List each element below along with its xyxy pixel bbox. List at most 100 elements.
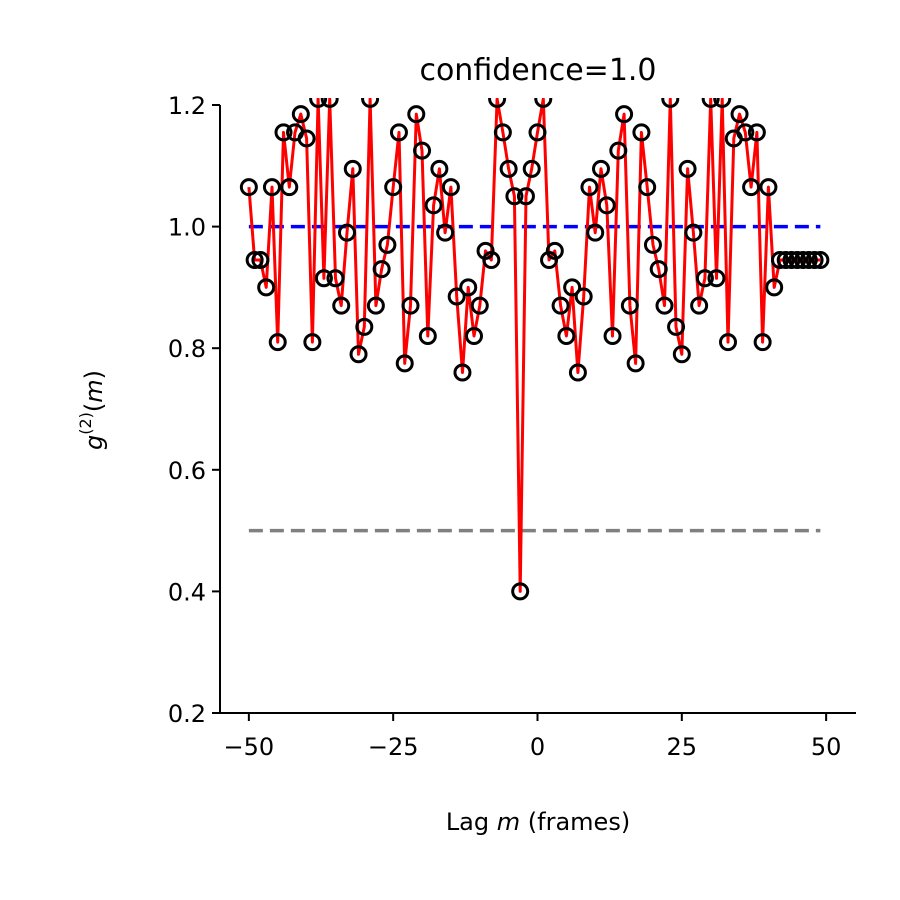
data-point [257,278,276,297]
data-point [418,327,437,346]
data-point [545,241,564,260]
x-tick-label: 0 [530,733,545,761]
data-point [695,269,714,288]
data-point [626,354,645,373]
data-point [343,159,362,178]
data-point [672,345,691,364]
data-point [349,345,368,364]
data-point [632,123,651,142]
data-point [742,178,761,197]
x-axis-label: Lag m (frames) [446,808,630,836]
data-point [643,235,662,254]
data-point [753,333,772,352]
data-point [540,251,559,270]
data-point [441,178,460,197]
data-point [372,260,391,279]
data-point [470,296,489,315]
data-point [413,141,432,160]
data-point [678,159,697,178]
data-point [638,178,657,197]
data-point [701,98,720,108]
data-point [620,296,639,315]
x-tick-label: −50 [224,733,275,761]
data-point [707,269,726,288]
data-point [274,123,293,142]
data-point [366,296,385,315]
data-point [776,251,795,270]
data-point [482,251,501,270]
data-point [649,260,668,279]
y-tick-label: 0.2 [168,700,206,728]
data-point [309,98,328,108]
data-point [239,178,258,197]
data-point [326,269,345,288]
y-axis-ticks: 0.2 0.4 0.6 0.8 1.0 1.2 [168,92,220,728]
data-point [568,363,587,382]
data-point [476,241,495,260]
data-point [297,129,316,148]
data-point [320,98,339,108]
data-point [505,187,524,206]
data-point [245,251,264,270]
data-point [586,223,605,242]
data-point [597,196,616,215]
data-point [453,363,472,382]
y-tick-label: 0.4 [168,578,206,606]
data-point [534,98,553,108]
data-point [384,178,403,197]
chart-title: confidence=1.0 [419,53,656,88]
data-point [447,287,466,306]
data-point [361,98,380,108]
y-tick-label: 0.6 [168,457,206,485]
y-tick-label: 0.8 [168,335,206,363]
data-point [580,178,599,197]
data-point [262,178,281,197]
data-point [314,269,333,288]
data-point [488,98,507,108]
data-point [609,141,628,160]
data-point [805,251,824,270]
data-point [251,251,270,270]
data-point [401,296,420,315]
data-point [557,327,576,346]
x-tick-label: 50 [811,733,842,761]
data-point [747,123,766,142]
data-point [719,333,737,352]
data-point [563,278,582,297]
data-point [516,187,535,206]
series-line [247,98,821,593]
data-point [511,582,530,601]
data-point [499,159,518,178]
data-point [551,296,570,315]
data-point [268,333,287,352]
data-point [528,123,547,142]
data-point [291,105,310,124]
data-point [280,178,299,197]
y-tick-label: 1.2 [168,92,206,120]
data-point [355,317,374,336]
data-point [684,223,703,242]
data-point [765,278,784,297]
data-point [592,159,610,178]
data-point [395,354,414,373]
data-point [667,317,686,336]
data-point [788,251,807,270]
x-tick-label: 25 [667,733,698,761]
data-point [522,159,541,178]
data-point [389,123,408,142]
data-point [303,333,322,352]
data-point [794,251,813,270]
data-point [430,159,449,178]
data-point [655,296,674,315]
data-point [770,251,789,270]
data-point [799,251,818,270]
data-point [713,98,732,108]
data-point [759,178,778,197]
y-tick-label: 1.0 [168,214,206,242]
data-point [436,223,455,242]
data-point [730,105,749,124]
data-point [603,327,622,346]
data-point [690,296,709,315]
data-point [615,105,634,124]
